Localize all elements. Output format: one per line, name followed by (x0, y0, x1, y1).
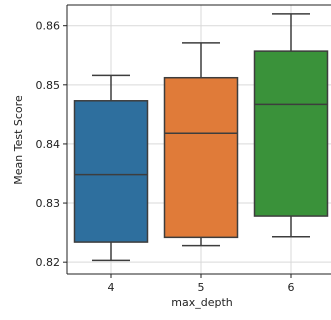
box-group-4 (73, 74, 149, 262)
iqr-box (253, 50, 329, 217)
y-tick-label: 0.82 (36, 256, 61, 269)
y-axis-label: Mean Test Score (12, 95, 25, 185)
iqr-box (73, 100, 149, 243)
x-tick-label: 4 (108, 281, 115, 294)
box-layer (73, 13, 329, 262)
plot-frame (63, 4, 331, 278)
y-tick-label: 0.85 (36, 79, 61, 92)
iqr-box (163, 76, 239, 239)
x-tick-label: 5 (198, 281, 205, 294)
y-tick-labels: 0.82 0.83 0.84 0.85 0.86 (36, 20, 61, 269)
box-group-6 (253, 13, 329, 238)
x-tick-label: 6 (288, 281, 295, 294)
x-tick-labels: 4 5 6 (108, 281, 295, 294)
y-tick-label: 0.83 (36, 197, 61, 210)
y-tick-label: 0.84 (36, 138, 61, 151)
x-axis-label: max_depth (171, 296, 233, 309)
box-group-5 (163, 42, 239, 247)
y-tick-label: 0.86 (36, 20, 61, 33)
